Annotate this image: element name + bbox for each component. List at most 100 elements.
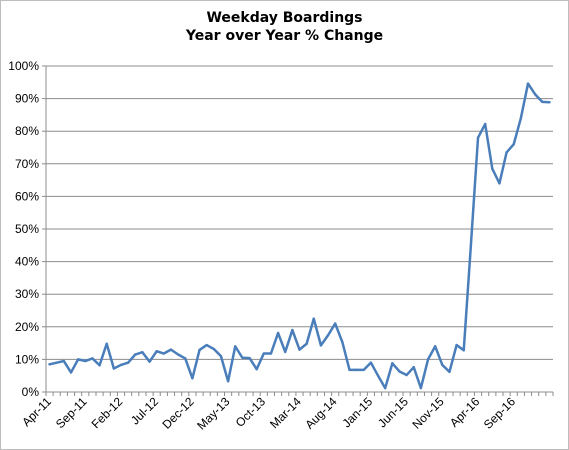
data-point: [326, 334, 330, 337]
data-point: [126, 361, 130, 364]
data-point: [298, 348, 301, 351]
data-point: [362, 368, 365, 372]
data-point: [184, 357, 187, 360]
data-point: [519, 116, 523, 120]
x-tick-label: Feb-12: [89, 394, 126, 431]
x-tick-label: Jul-12: [128, 394, 161, 427]
y-tick-label: 100%: [8, 59, 39, 73]
data-point: [319, 344, 323, 347]
data-point: [176, 353, 180, 356]
data-point: [91, 357, 94, 360]
chart-title: Weekday Boardings: [206, 10, 363, 26]
data-point: [48, 363, 51, 366]
data-point: [305, 342, 308, 345]
y-tick-label: 90%: [15, 92, 39, 106]
series-line: [48, 82, 551, 390]
x-tick-label: Aug-14: [302, 394, 339, 431]
y-tick-label: 60%: [15, 189, 39, 203]
chart-subtitle: Year over Year % Change: [185, 28, 384, 44]
data-point: [205, 343, 208, 347]
data-point: [334, 322, 337, 325]
y-tick-label: 40%: [15, 255, 39, 269]
y-tick-label: 10%: [15, 352, 39, 366]
data-point: [276, 331, 280, 335]
data-point: [376, 374, 380, 377]
data-point: [62, 359, 66, 363]
x-tick-label: Apr-11: [19, 394, 54, 429]
data-point: [76, 358, 80, 361]
data-point: [391, 362, 394, 365]
data-point: [262, 352, 265, 355]
data-point: [55, 361, 58, 364]
x-tick-label: Sep-16: [481, 394, 518, 431]
data-point: [419, 386, 423, 390]
data-point: [191, 377, 194, 380]
data-point: [548, 100, 551, 104]
data-point: [426, 358, 430, 361]
data-point: [405, 373, 408, 377]
data-point: [498, 182, 501, 185]
data-point: [226, 380, 230, 383]
data-point: [462, 349, 465, 352]
data-point: [284, 350, 287, 354]
data-point: [312, 317, 315, 320]
data-point: [255, 367, 258, 371]
data-point: [526, 82, 530, 85]
data-point: [483, 122, 487, 126]
y-tick-label: 20%: [15, 320, 39, 334]
x-tick-label: Dec-12: [159, 394, 196, 431]
data-point: [198, 348, 201, 352]
data-point: [348, 368, 351, 372]
y-tick-label: 70%: [15, 157, 39, 171]
data-point: [98, 364, 101, 367]
data-point: [241, 356, 244, 359]
data-point: [491, 167, 494, 170]
data-point: [162, 352, 166, 355]
y-axis-ticks: 0% 10% 20% 30% 40% 50% 60% 70% 80% 90% 100%: [8, 59, 46, 399]
data-point: [533, 93, 537, 96]
x-tick-label: Oct-13: [233, 394, 269, 430]
data-point: [69, 371, 73, 374]
data-point: [155, 350, 158, 353]
data-point: [383, 386, 387, 390]
gridlines: [46, 65, 553, 360]
data-point: [248, 356, 251, 360]
data-point: [141, 351, 144, 354]
data-point: [455, 343, 458, 347]
y-tick-label: 80%: [15, 124, 39, 138]
data-point: [412, 366, 415, 369]
data-point: [355, 368, 358, 372]
x-tick-label: May-13: [194, 394, 232, 432]
data-point: [219, 354, 223, 358]
data-point: [291, 328, 294, 332]
data-point: [112, 367, 116, 370]
series: [48, 82, 551, 390]
data-point: [169, 348, 173, 351]
y-tick-label: 50%: [15, 222, 39, 236]
x-tick-label: Sep-11: [53, 394, 90, 431]
data-point: [433, 345, 437, 348]
data-point: [441, 363, 444, 367]
data-point: [84, 359, 87, 363]
data-point: [505, 151, 508, 154]
data-point: [105, 342, 108, 345]
data-point: [541, 100, 544, 104]
data-point: [134, 353, 137, 356]
data-point: [269, 352, 273, 355]
data-point: [341, 340, 344, 344]
data-point: [119, 363, 123, 367]
x-tick-label: Jan-15: [339, 394, 375, 430]
x-tick-label: Apr-16: [447, 394, 483, 430]
data-point: [212, 347, 216, 351]
data-point: [234, 345, 237, 348]
data-point: [369, 361, 373, 364]
data-point: [448, 370, 451, 373]
data-point: [476, 136, 480, 139]
y-tick-label: 30%: [15, 287, 39, 301]
x-tick-label: Nov-15: [409, 394, 446, 431]
x-tick-label: Jun-15: [375, 394, 411, 430]
data-point: [512, 143, 515, 146]
